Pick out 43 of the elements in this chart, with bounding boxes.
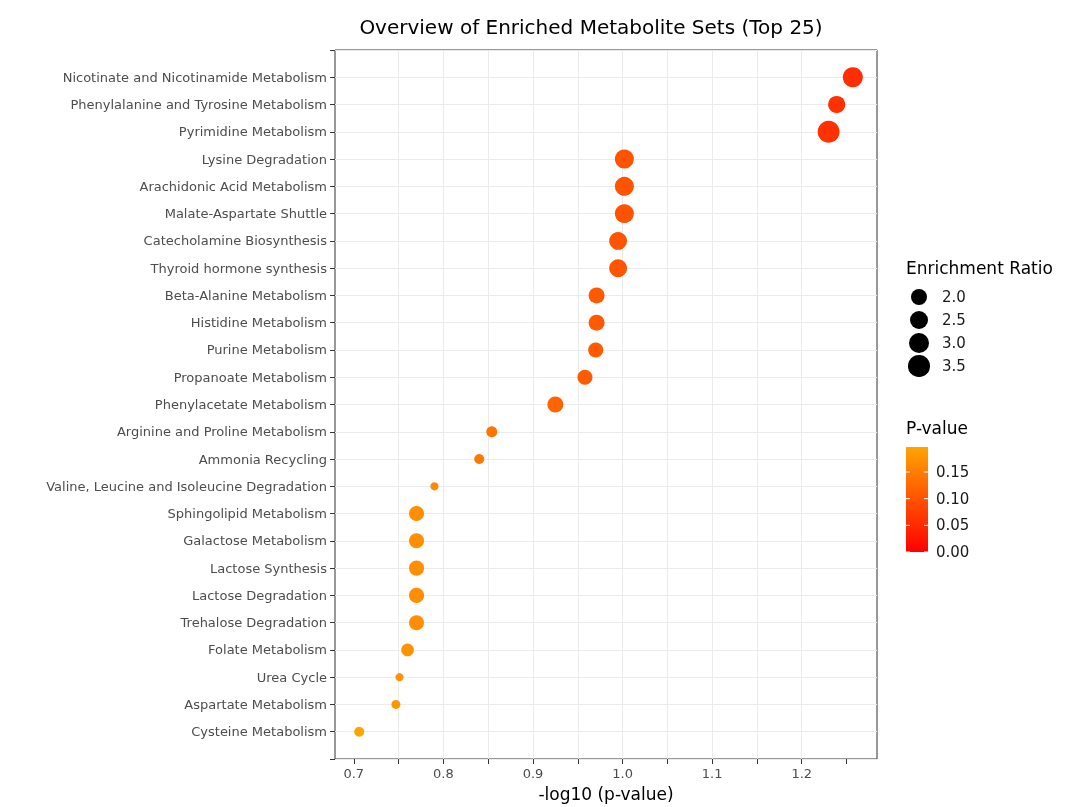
y-tick-label: Malate-Aspartate Shuttle bbox=[164, 206, 327, 222]
legend-title: Enrichment Ratio bbox=[906, 258, 1053, 278]
y-tick-label: Histidine Metabolism bbox=[190, 315, 327, 331]
y-tick-label: Lysine Degradation bbox=[201, 151, 327, 167]
y-tick-label: Arachidonic Acid Metabolism bbox=[139, 178, 327, 194]
y-tick-label: Valine, Leucine and Isoleucine Degradation bbox=[46, 478, 327, 494]
y-tick-label: Arginine and Proline Metabolism bbox=[116, 424, 327, 440]
y-tick-label: Propanoate Metabolism bbox=[173, 369, 327, 385]
x-tick-label: 0.8 bbox=[433, 766, 454, 781]
x-tick-label: 0.9 bbox=[522, 766, 544, 781]
y-tick-label: Purine Metabolism bbox=[206, 342, 327, 358]
color-bar-label: 0.05 bbox=[936, 516, 970, 535]
y-tick-label: Phenylacetate Metabolism bbox=[154, 397, 327, 412]
y-tick-label: Trehalose Degradation bbox=[179, 615, 327, 631]
y-tick-label: Nicotinate and Nicotinamide Metabolism bbox=[62, 69, 327, 85]
y-tick-label: Urea Cycle bbox=[256, 669, 327, 685]
color-bar-label: 0.10 bbox=[936, 489, 970, 508]
legend-label: 2.5 bbox=[942, 311, 966, 329]
y-tick-label: Sphingolipid Metabolism bbox=[167, 506, 327, 522]
y-tick-label: Beta-Alanine Metabolism bbox=[164, 287, 327, 303]
x-tick-label: 0.7 bbox=[343, 766, 365, 781]
y-tick-label: Ammonia Recycling bbox=[198, 451, 327, 467]
x-axis-title: -log10 (p-value) bbox=[538, 783, 674, 804]
legend-label: 3.5 bbox=[942, 357, 966, 375]
legend-label: 3.0 bbox=[942, 334, 966, 352]
y-tick-label: Lactose Synthesis bbox=[210, 560, 328, 576]
y-tick-label: Catecholamine Biosynthesis bbox=[143, 233, 328, 249]
color-bar-label: 0.00 bbox=[936, 543, 970, 561]
x-tick-label: 1.2 bbox=[791, 766, 813, 781]
y-tick-label: Aspartate Metabolism bbox=[184, 696, 327, 712]
y-tick-label: Cysteine Metabolism bbox=[191, 724, 327, 740]
y-tick-label: Galactose Metabolism bbox=[183, 533, 327, 549]
color-bar-title: P-value bbox=[906, 417, 968, 438]
y-tick-label: Folate Metabolism bbox=[208, 642, 327, 658]
y-tick-label: Pyrimidine Metabolism bbox=[178, 124, 327, 140]
y-tick-label: Phenylalanine and Tyrosine Metabolism bbox=[70, 97, 327, 113]
x-tick-label: 1.0 bbox=[612, 766, 633, 781]
chart-title: Overview of Enriched Metabolite Sets (Top 25) bbox=[359, 15, 823, 39]
legend-label: 2.0 bbox=[942, 288, 966, 306]
y-tick-label: Lactose Degradation bbox=[191, 587, 327, 603]
x-tick-label: 1.1 bbox=[701, 766, 723, 781]
y-tick-label: Thyroid hormone synthesis bbox=[149, 260, 328, 276]
color-bar-label: 0.15 bbox=[936, 463, 970, 482]
